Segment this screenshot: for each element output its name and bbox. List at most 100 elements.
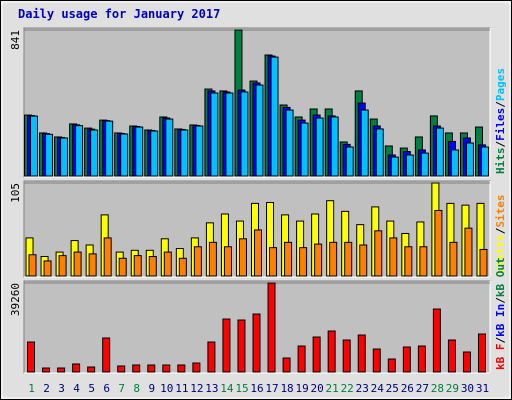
bar	[192, 362, 201, 373]
bar	[282, 357, 291, 373]
bar	[225, 92, 234, 177]
bar	[207, 341, 216, 373]
bar	[195, 125, 204, 177]
bar	[417, 345, 426, 373]
bar	[450, 149, 459, 177]
bar	[479, 248, 488, 277]
bar	[88, 253, 97, 277]
bar	[449, 241, 458, 277]
bar	[120, 133, 129, 177]
bar	[464, 227, 473, 277]
bar	[480, 146, 489, 177]
bar	[345, 146, 354, 177]
chart-title: Daily usage for January 2017	[18, 7, 220, 21]
y-tick-label: 105	[9, 183, 22, 203]
bar	[163, 251, 172, 277]
x-tick-label: 16	[250, 382, 263, 395]
bar	[133, 255, 142, 277]
bar	[285, 109, 294, 177]
bar	[405, 154, 414, 177]
x-tick-label: 12	[190, 382, 203, 395]
x-tick-label: 8	[133, 382, 140, 395]
x-tick-label: 7	[118, 382, 125, 395]
bar	[135, 126, 144, 177]
bar	[327, 330, 336, 373]
bar	[387, 358, 396, 373]
bar	[462, 351, 471, 373]
bar	[72, 363, 81, 373]
legend: kB F/kB In/kB Out	[494, 257, 507, 370]
legend-separator: /	[494, 141, 507, 148]
bar	[180, 129, 189, 177]
bar	[360, 109, 369, 177]
bar	[132, 364, 141, 373]
bar	[330, 116, 339, 177]
bar	[103, 237, 112, 277]
bar	[27, 341, 36, 373]
bar	[432, 308, 441, 373]
bar	[402, 346, 411, 373]
x-tick-label: 5	[88, 382, 95, 395]
bar	[150, 130, 159, 177]
bar	[73, 251, 82, 277]
x-tick-label: 23	[356, 382, 369, 395]
bar	[389, 237, 398, 277]
x-tick-label: 22	[341, 382, 354, 395]
bar	[223, 246, 232, 277]
bar	[267, 282, 276, 373]
bar	[165, 118, 174, 177]
bar	[465, 142, 474, 177]
x-tick-label: 31	[476, 382, 489, 395]
bar	[435, 127, 444, 177]
x-tick-label: 3	[58, 382, 65, 395]
bar	[314, 243, 323, 277]
bar	[374, 230, 383, 277]
x-tick-label: 1	[28, 382, 35, 395]
bar	[45, 133, 54, 177]
legend-entry: kB Out	[494, 257, 507, 297]
bar	[357, 334, 366, 373]
legend-entry: kB In	[494, 304, 507, 337]
bar	[477, 333, 486, 373]
bar	[105, 120, 114, 177]
x-tick-label: 25	[386, 382, 399, 395]
x-tick-label: 9	[148, 382, 155, 395]
x-tick-label: 14	[220, 382, 234, 395]
legend-separator: /	[494, 227, 507, 234]
bar	[447, 339, 456, 373]
bar	[390, 156, 399, 177]
bar	[404, 246, 413, 277]
x-tick-label: 6	[103, 382, 110, 395]
legend-separator: /	[494, 101, 507, 108]
legend-entry: Hits	[494, 148, 507, 175]
legend-entry: Sites	[494, 195, 507, 228]
bar	[177, 364, 186, 373]
bar	[284, 241, 293, 277]
bar	[118, 257, 127, 277]
bar	[342, 339, 351, 373]
bar	[43, 260, 52, 277]
x-tick-label: 20	[311, 382, 324, 395]
bar	[147, 364, 156, 373]
legend-entry: Visits	[494, 234, 507, 274]
bar	[90, 129, 99, 177]
bar	[87, 366, 96, 373]
bar	[162, 364, 171, 373]
legend-entry: kB F	[494, 344, 507, 371]
y-tick-label: 841	[9, 30, 22, 50]
x-tick-label: 11	[175, 382, 188, 395]
bar	[42, 367, 51, 373]
x-tick-label: 17	[265, 382, 278, 395]
legend: Visits/Sites	[494, 195, 507, 275]
bar	[434, 209, 443, 277]
x-tick-label: 10	[160, 382, 173, 395]
bar	[28, 254, 37, 277]
bar	[372, 348, 381, 373]
y-tick-label: 39260	[9, 283, 22, 316]
bar	[222, 318, 231, 373]
bar	[315, 117, 324, 177]
bar	[299, 247, 308, 277]
bar	[252, 313, 261, 373]
bar	[58, 255, 67, 277]
